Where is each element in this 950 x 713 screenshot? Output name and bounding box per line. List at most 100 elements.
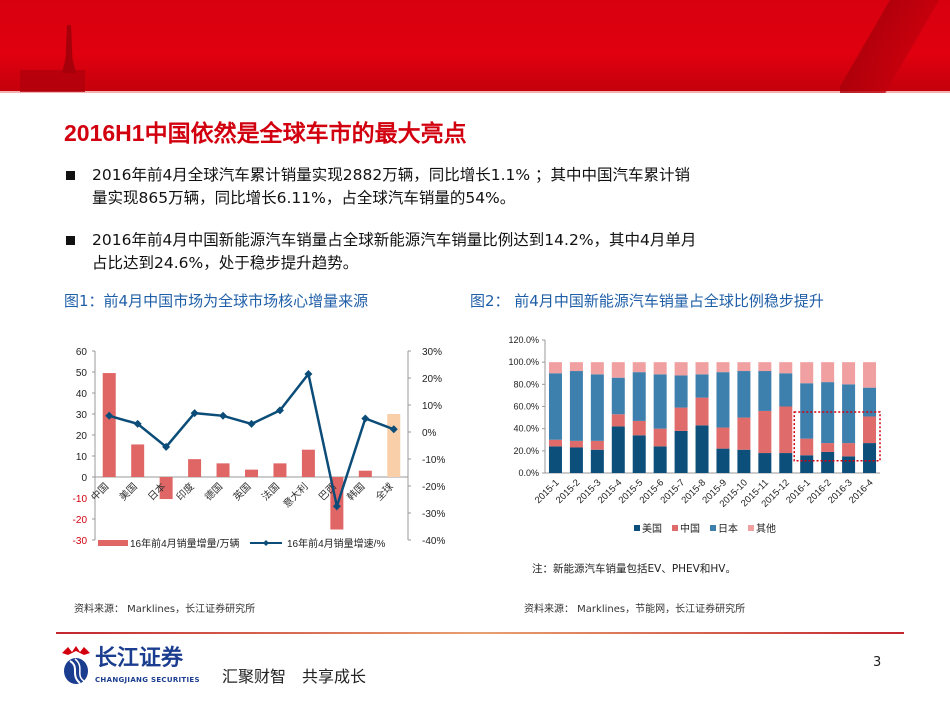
bullet-1-line1: 2016年前4月全球汽车累计销量实现2882万辆，同比增长1.1% ；其中中国汽…	[92, 166, 691, 184]
bar-2015-10-美国	[737, 449, 751, 473]
highlight-box	[793, 411, 881, 462]
bullet-1: 2016年前4月全球汽车累计销量实现2882万辆，同比增长1.1% ；其中中国汽…	[66, 164, 926, 210]
bar-2015-1-日本	[548, 373, 562, 440]
slogan: 汇聚财智 共享成长	[222, 667, 367, 686]
y-tick-label: 0.0%	[518, 468, 539, 478]
y-left-tick-label: -20	[73, 515, 88, 526]
figure1-source: 资料来源： Marklines，长江证券研究所	[74, 604, 256, 615]
bar-2016-1-日本	[800, 383, 814, 439]
bar-2015-8-日本	[695, 374, 709, 398]
bar-2015-8-美国	[695, 425, 709, 473]
bar-2015-12-日本	[779, 373, 793, 407]
y-left-tick-label: -10	[73, 494, 88, 505]
growth-rate-point	[247, 419, 256, 428]
sailboat-decoration	[840, 0, 950, 93]
bullet-square-icon	[66, 171, 75, 180]
y-tick-label: 120.0%	[508, 335, 539, 345]
x-tick-label: 印度	[173, 480, 196, 503]
y-left-tick-label: 30	[76, 410, 88, 421]
y-left-tick-label: 40	[76, 389, 88, 400]
bar-2015-3-其他	[590, 362, 604, 375]
y-tick-label: 60.0%	[513, 402, 539, 412]
growth-rate-point	[105, 411, 114, 420]
growth-rate-point	[332, 502, 341, 511]
x-tick-label: 英国	[230, 480, 253, 503]
bar-2015-11-中国	[758, 410, 772, 454]
bar-2015-2-美国	[569, 447, 583, 473]
bar-2015-5-美国	[632, 435, 646, 473]
bullet-2-line1: 2016年前4月中国新能源汽车销量占全球新能源汽车销量比例达到14.2%，其中4…	[92, 231, 697, 249]
y-tick-label: 20.0%	[513, 446, 539, 456]
bar-2015-11-日本	[758, 371, 772, 411]
bar-2016-2-中国	[821, 443, 835, 452]
y-left-tick-label: 60	[76, 347, 88, 358]
x-tick-label: 意大利	[280, 480, 310, 510]
legend-swatch-其他	[748, 525, 754, 531]
bar-2015-5-中国	[632, 420, 646, 436]
bar-2015-2-中国	[569, 440, 583, 448]
bar-2016-4-美国	[863, 443, 877, 473]
bar-2015-9-日本	[716, 372, 730, 428]
bar-2015-9-中国	[716, 427, 730, 449]
bar-2015-11-美国	[758, 453, 772, 473]
legend-label: 其他	[756, 522, 776, 535]
bar-法国	[273, 463, 287, 477]
pier-decoration	[20, 70, 85, 92]
bar-2015-8-其他	[695, 362, 709, 375]
growth-rate-point	[361, 414, 370, 423]
company-logo-icon	[62, 646, 90, 684]
bar-2015-8-中国	[695, 397, 709, 426]
y-left-tick-label: -30	[73, 536, 88, 547]
bar-2016-3-其他	[842, 362, 856, 385]
bar-2015-7-其他	[674, 362, 688, 376]
y-tick-label: 40.0%	[513, 424, 539, 434]
bar-2015-12-中国	[779, 406, 793, 454]
bar-2015-7-中国	[674, 407, 688, 431]
bar-2015-5-日本	[632, 372, 646, 421]
y-right-tick-label: 10%	[422, 401, 442, 412]
bar-日本	[159, 477, 173, 500]
bar-2015-9-其他	[716, 362, 730, 373]
bar-2015-10-其他	[737, 362, 751, 372]
bar-2015-4-中国	[611, 414, 625, 427]
bar-2015-10-中国	[737, 417, 751, 450]
growth-rate-point	[304, 369, 313, 378]
y-left-tick-label: 20	[76, 431, 88, 442]
bar-2015-2-其他	[569, 362, 583, 372]
legend-swatch-美国	[634, 525, 640, 531]
y-right-tick-label: -40%	[422, 536, 445, 547]
legend-line-label: 16年前4月销量增速/%	[287, 537, 385, 550]
y-right-tick-label: 30%	[422, 347, 442, 358]
bar-2015-3-日本	[590, 374, 604, 441]
bullet-square-icon	[66, 236, 75, 245]
bar-2016-1-美国	[800, 455, 814, 473]
growth-rate-line	[108, 371, 395, 512]
growth-rate-point	[275, 406, 284, 415]
legend-label: 美国	[642, 522, 662, 535]
slide-title: 2016H1中国依然是全球车市的最大亮点	[64, 120, 467, 146]
bar-意大利	[301, 449, 315, 477]
figure2-source: 资料来源： Marklines，节能网，长江证券研究所	[524, 604, 746, 615]
x-tick-label: 中国	[88, 480, 111, 503]
bar-2015-5-其他	[632, 362, 646, 373]
bar-美国	[131, 444, 145, 477]
bar-2015-10-日本	[737, 371, 751, 418]
y-right-tick-label: -20%	[422, 482, 445, 493]
legend-label: 日本	[718, 522, 738, 535]
bar-2015-6-美国	[653, 446, 667, 473]
bar-2016-4-其他	[863, 362, 877, 388]
x-tick-label: 韩国	[344, 480, 367, 503]
figure2-caption: 图2： 前4月中国新能源汽车销量占全球比例稳步提升	[470, 292, 824, 310]
bar-2015-9-美国	[716, 448, 730, 473]
bar-中国	[102, 373, 116, 477]
bar-全球	[387, 414, 401, 477]
legend-bar-label: 16年前4月销量增量/万辆	[130, 537, 239, 550]
x-tick-label: 美国	[116, 480, 139, 503]
legend-line-marker	[263, 540, 269, 546]
bar-德国	[216, 463, 230, 477]
page-number: 3	[873, 655, 882, 670]
bar-印度	[188, 459, 202, 477]
y-right-tick-label: -10%	[422, 455, 445, 466]
bar-2015-4-其他	[611, 362, 625, 378]
